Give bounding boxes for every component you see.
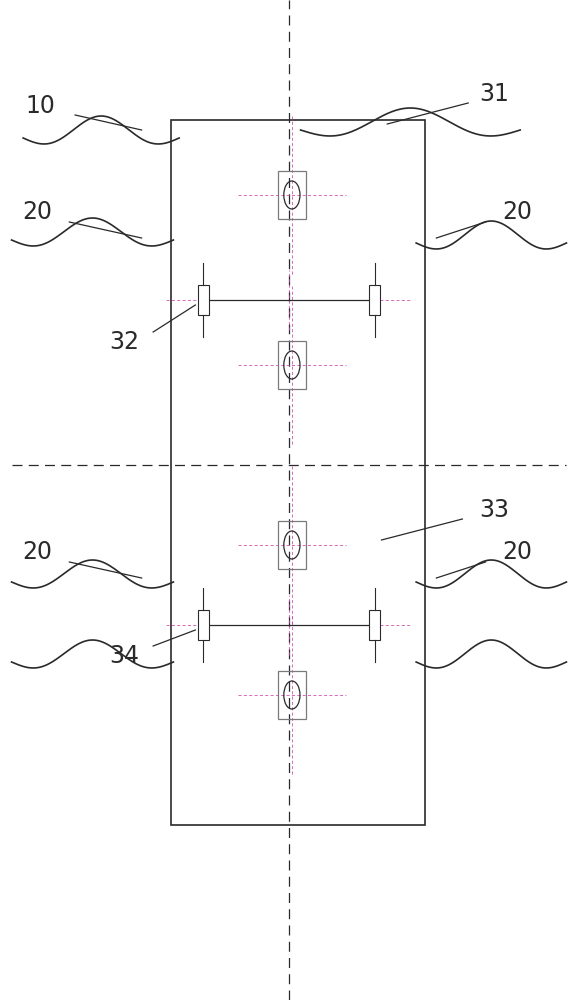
Bar xyxy=(198,610,209,640)
Text: 32: 32 xyxy=(109,330,139,354)
Bar xyxy=(171,120,425,825)
Text: 20: 20 xyxy=(23,200,53,224)
Bar xyxy=(278,521,306,569)
Text: 20: 20 xyxy=(23,540,53,564)
Text: 34: 34 xyxy=(109,644,139,668)
Text: 10: 10 xyxy=(25,94,55,118)
Bar xyxy=(278,671,306,719)
Bar xyxy=(198,285,209,315)
Bar xyxy=(369,285,380,315)
Bar xyxy=(278,171,306,219)
Bar xyxy=(278,341,306,389)
Text: 31: 31 xyxy=(479,82,509,106)
Text: 20: 20 xyxy=(502,540,532,564)
Text: 33: 33 xyxy=(479,498,509,522)
Bar xyxy=(369,610,380,640)
Text: 20: 20 xyxy=(502,200,532,224)
